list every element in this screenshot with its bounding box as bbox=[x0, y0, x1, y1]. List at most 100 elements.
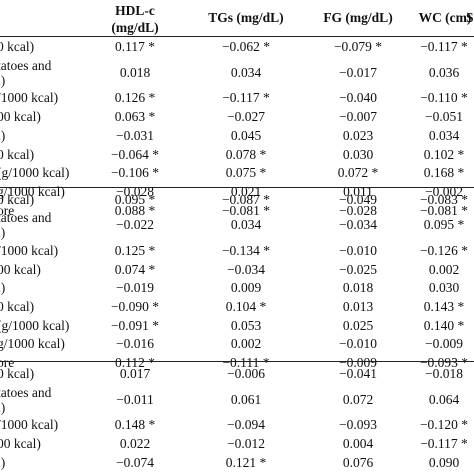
section-rule bbox=[0, 361, 474, 362]
cell-wc: 0.030 bbox=[428, 280, 460, 296]
cell-wc: 0.002 bbox=[428, 261, 460, 277]
cell-tgs: 0.021 bbox=[230, 183, 262, 199]
cell-hdl: 0.117 * bbox=[115, 39, 155, 54]
cell-wc: 0.064 bbox=[428, 391, 460, 407]
cell-hdl: 0.017 bbox=[119, 366, 151, 381]
header-hdl-c-line1: HDL-c bbox=[115, 3, 155, 18]
cell-wc: −0.120 * bbox=[419, 417, 469, 433]
cell-wc: 0.036 bbox=[428, 64, 460, 80]
cell-wc: 0.034 bbox=[428, 127, 460, 143]
cell-hdl: −0.019 bbox=[116, 280, 154, 296]
cell-hdl: 0.022 bbox=[119, 436, 151, 452]
section-rule bbox=[0, 186, 474, 188]
cell-wc: 0.102 * bbox=[423, 146, 465, 162]
row-label: l) bbox=[0, 280, 6, 296]
cell-tgs: −0.134 * bbox=[221, 242, 271, 258]
cell-fg: 0.025 bbox=[342, 317, 374, 333]
row-label: ore bbox=[0, 202, 15, 218]
cell-hdl: 0.095 * bbox=[114, 191, 156, 207]
cell-fg: −0.010 bbox=[339, 242, 377, 258]
cell-wc: 0.140 * bbox=[423, 317, 465, 333]
header-tgs: TGs (mg/dL) bbox=[208, 10, 284, 25]
cell-fg: −0.007 bbox=[339, 109, 377, 125]
cell-wc: −0.009 bbox=[425, 336, 463, 352]
cell-hdl: −0.106 * bbox=[110, 165, 160, 181]
cell-fg: 0.072 bbox=[342, 391, 374, 407]
cell-fg: 0.023 bbox=[342, 127, 374, 143]
cell-hdl: −0.031 bbox=[116, 127, 154, 143]
cell-fg: −0.009 bbox=[339, 355, 377, 371]
cell-tgs: 0.002 bbox=[230, 336, 262, 352]
cell-fg: 0.011 bbox=[343, 183, 373, 199]
cell-hdl: −0.016 bbox=[116, 336, 154, 352]
cell-fg: −0.025 bbox=[339, 261, 377, 277]
cell-wc: −0.051 bbox=[425, 109, 463, 125]
cell-fg: 0.072 * bbox=[337, 165, 379, 181]
cell-wc: −0.093 * bbox=[419, 355, 469, 371]
header-next-column-cut: S bbox=[466, 10, 474, 25]
cell-hdl: −0.090 * bbox=[110, 299, 160, 314]
cell-wc: −0.083 * bbox=[419, 191, 469, 207]
cell-tgs: 0.045 bbox=[230, 127, 262, 143]
cell-tgs: 0.075 * bbox=[225, 165, 267, 181]
cell-hdl: 0.074 * bbox=[114, 261, 156, 277]
cell-hdl: 0.088 * bbox=[114, 202, 156, 218]
header-wc: WC (cm) bbox=[418, 10, 472, 25]
cell-tgs: −0.027 bbox=[227, 109, 265, 125]
cell-wc: 0.168 * bbox=[423, 165, 465, 181]
header-fg: FG (mg/dL) bbox=[323, 10, 393, 25]
cell-fg: −0.017 bbox=[339, 64, 377, 80]
row-label: l) bbox=[0, 454, 6, 470]
cell-tgs: 0.104 * bbox=[225, 299, 267, 314]
cell-tgs: 0.078 * bbox=[225, 146, 267, 162]
row-label: 0 kcal) bbox=[0, 39, 35, 54]
cell-fg: −0.093 bbox=[339, 417, 377, 433]
cell-fg: −0.049 bbox=[339, 191, 377, 207]
row-label: (g/1000 kcal) bbox=[0, 165, 70, 181]
row-label: 00 kcal) bbox=[0, 261, 41, 277]
cell-fg: 0.018 bbox=[342, 280, 374, 296]
cell-hdl: −0.028 bbox=[116, 183, 154, 199]
row-label: /1000 kcal) bbox=[0, 417, 59, 433]
row-label: /1000 kcal) bbox=[0, 90, 59, 106]
cell-hdl: 0.112 * bbox=[115, 355, 155, 371]
cell-fg: −0.041 bbox=[339, 366, 377, 381]
cell-tgs: −0.111 * bbox=[222, 355, 270, 371]
cell-tgs: 0.061 bbox=[230, 391, 262, 407]
cell-tgs: −0.087 * bbox=[221, 191, 271, 207]
cell-wc: −0.002 bbox=[425, 183, 463, 199]
cell-wc: −0.117 * bbox=[420, 436, 468, 452]
row-label: l) bbox=[0, 72, 6, 88]
cell-fg: 0.004 bbox=[342, 436, 374, 452]
cell-tgs: 0.009 bbox=[230, 280, 262, 296]
cell-hdl: 0.126 * bbox=[114, 90, 156, 106]
cell-tgs: −0.081 * bbox=[221, 202, 271, 218]
cell-wc: −0.126 * bbox=[419, 242, 469, 258]
cell-tgs: −0.062 * bbox=[221, 39, 271, 54]
header-rule bbox=[0, 36, 474, 37]
row-label: g/1000 kcal) bbox=[0, 183, 65, 199]
row-label: tatoes and bbox=[0, 57, 52, 73]
cell-fg: −0.040 bbox=[339, 90, 377, 106]
row-label: l) bbox=[0, 127, 6, 143]
cell-tgs: −0.117 * bbox=[222, 90, 270, 106]
cell-hdl: 0.148 * bbox=[114, 417, 156, 433]
row-label: 0 kcal) bbox=[0, 191, 35, 207]
cell-tgs: −0.034 bbox=[227, 261, 265, 277]
cell-wc: 0.143 * bbox=[423, 299, 465, 314]
cell-hdl: −0.011 bbox=[116, 391, 154, 407]
cell-fg: 0.030 bbox=[342, 146, 374, 162]
cell-fg: 0.013 bbox=[342, 299, 374, 314]
cell-tgs: 0.034 bbox=[230, 217, 262, 233]
cell-hdl: −0.074 bbox=[116, 454, 154, 470]
cell-fg: −0.010 bbox=[339, 336, 377, 352]
row-label: tatoes and bbox=[0, 384, 52, 400]
cell-hdl: −0.022 bbox=[116, 217, 154, 233]
row-label: 00 kcal) bbox=[0, 109, 41, 125]
cell-hdl: 0.063 * bbox=[114, 109, 156, 125]
row-label: /1000 kcal) bbox=[0, 242, 59, 258]
cell-tgs: −0.094 bbox=[227, 417, 265, 433]
cell-wc: −0.110 * bbox=[420, 90, 468, 106]
cell-wc: −0.117 * bbox=[420, 39, 468, 54]
cell-wc: 0.095 * bbox=[423, 217, 465, 233]
